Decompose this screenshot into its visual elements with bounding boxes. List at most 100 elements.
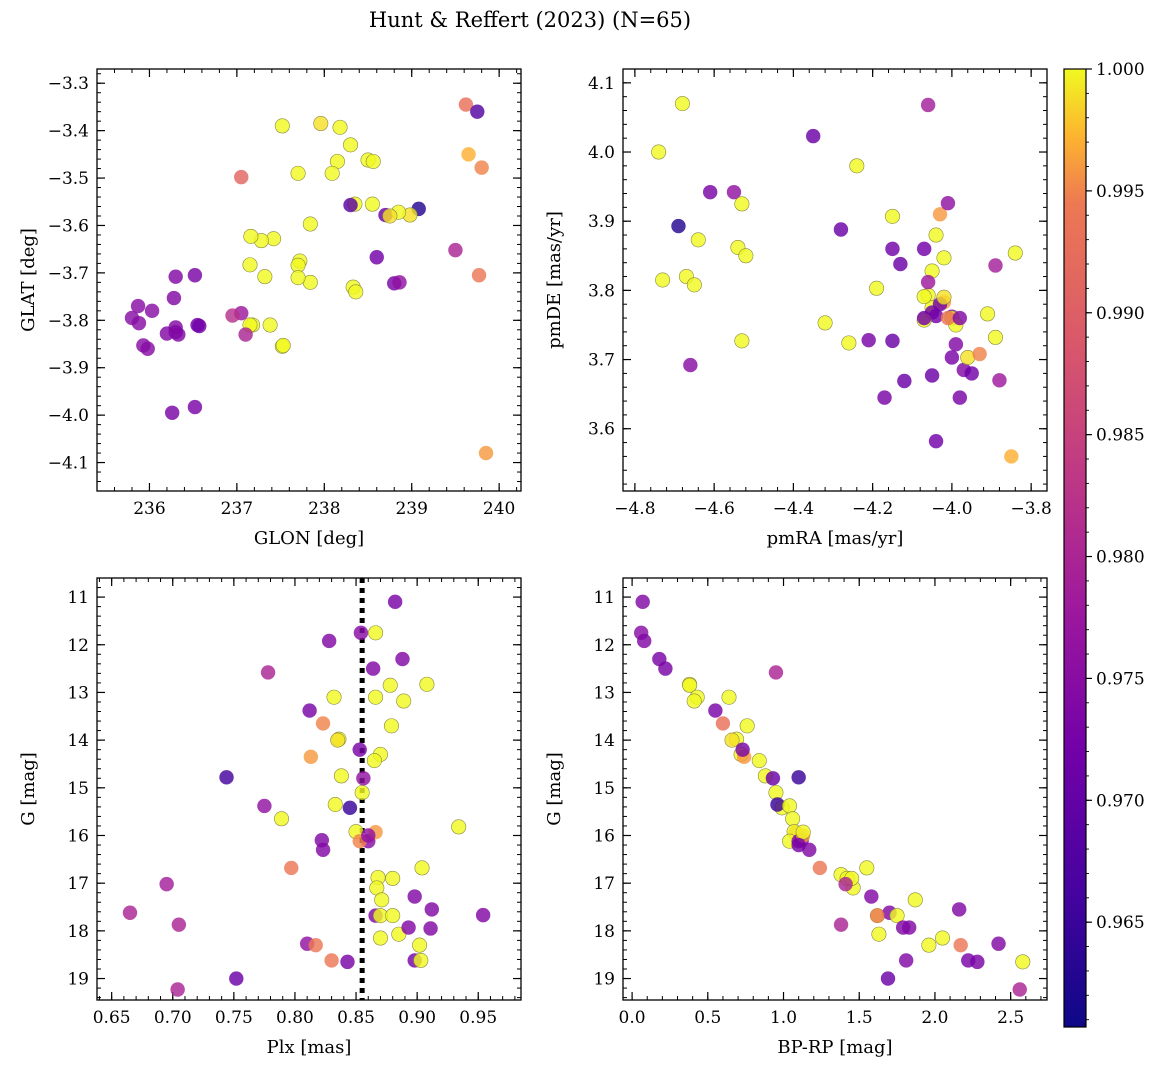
plot-frame	[96, 577, 522, 1001]
scatter-point	[342, 800, 358, 816]
scatter-point	[419, 676, 435, 692]
scatter-point	[238, 327, 253, 342]
scatter-point	[356, 771, 371, 786]
y-tick-label: 19	[593, 970, 615, 990]
x-tick-label: 0.75	[215, 1008, 253, 1028]
scatter-point	[392, 275, 407, 290]
scatter-point	[637, 633, 652, 649]
y-tick-label: 4.0	[588, 143, 615, 163]
scatter-point	[907, 892, 923, 908]
scatter-point	[953, 937, 968, 953]
x-tick-label: 0.85	[337, 1008, 375, 1028]
scatter-point	[734, 333, 750, 349]
scatter-point	[686, 693, 702, 709]
scatter-point	[791, 770, 806, 785]
x-tick-label: 2.5	[997, 1008, 1024, 1028]
scatter-point	[765, 771, 781, 786]
scatter-point	[327, 796, 343, 812]
scatter-points	[651, 96, 1023, 464]
scatter-point	[885, 241, 900, 257]
scatter-point	[164, 405, 180, 420]
scatter-point	[920, 274, 936, 290]
scatter-point	[838, 876, 853, 892]
y-tick-label: 18	[593, 922, 615, 942]
scatter-point	[192, 318, 207, 334]
scatter-point	[330, 732, 346, 748]
scatter-point	[817, 315, 833, 331]
y-axis-label: G [mag]	[544, 752, 565, 825]
y-tick-label: 11	[67, 588, 89, 608]
scatter-point	[274, 811, 290, 827]
y-tick-label: 15	[593, 779, 615, 799]
scatter-point	[303, 749, 319, 765]
scatter-point	[168, 324, 183, 340]
scatter-point	[243, 228, 259, 244]
x-axis-label: GLON [deg]	[254, 528, 364, 549]
scatter-point	[928, 308, 944, 324]
scatter-point	[902, 920, 917, 935]
scatter-points	[633, 594, 1031, 997]
scatter-point	[726, 184, 742, 200]
y-tick-label: 13	[593, 683, 615, 703]
colorbar-tick-label: 1.000	[1096, 60, 1145, 80]
scatter-point	[257, 269, 273, 285]
colorbar-tick-label: 0.990	[1096, 304, 1145, 324]
scatter-point	[234, 169, 249, 185]
x-tick-label: 0.65	[93, 1008, 131, 1028]
scatter-point	[884, 208, 900, 224]
scatter-point	[474, 160, 489, 175]
scatter-point	[952, 390, 968, 405]
scatter-point	[260, 665, 276, 680]
scatter-point	[170, 982, 185, 997]
y-axis-label: G [mag]	[18, 752, 39, 825]
y-tick-label: 14	[593, 731, 615, 751]
colorbar-tick-label: 0.965	[1096, 913, 1145, 933]
scatter-point	[702, 184, 718, 200]
y-tick-label: 14	[67, 731, 89, 751]
scatter-point	[1004, 449, 1019, 464]
scatter-point	[257, 798, 272, 814]
scatter-point	[871, 926, 887, 942]
scatter-point	[262, 317, 278, 333]
scatter-point	[369, 250, 384, 265]
scatter-point	[812, 860, 828, 876]
x-tick-label: 0.70	[154, 1008, 192, 1028]
scatter-point	[940, 196, 956, 211]
y-tick-label: 15	[67, 779, 89, 799]
scatter-point	[897, 373, 912, 389]
scatter-point	[724, 732, 740, 748]
scatter-point	[364, 196, 380, 212]
scatter-point	[964, 366, 979, 381]
scatter-point	[869, 280, 885, 296]
scatter-point	[739, 718, 755, 734]
y-axis-label: pmDE [mas/yr]	[544, 211, 565, 349]
scatter-point	[935, 930, 951, 946]
x-tick-label: 0.5	[694, 1008, 721, 1028]
scatter-point	[690, 232, 706, 248]
scatter-point	[352, 742, 367, 757]
scatter-point	[302, 216, 318, 232]
y-tick-label: −3.4	[48, 122, 89, 142]
colorbar-tick-label: 0.975	[1096, 669, 1145, 689]
scatter-point	[385, 908, 401, 924]
scatter-point	[806, 128, 821, 144]
scatter-point	[171, 917, 187, 932]
scatter-point	[313, 116, 329, 132]
scatter-point	[274, 118, 290, 134]
y-tick-label: 12	[593, 636, 615, 656]
scatter-point	[936, 289, 952, 305]
scatter-point	[770, 797, 785, 812]
x-tick-label: 236	[133, 499, 165, 519]
scatter-point	[315, 716, 331, 731]
panel-plx-g: 0.65 0.70 0.75 0.80 0.85 0.90 0.95 11 12 13 14 15 16…	[18, 577, 522, 1058]
y-tick-label: 16	[67, 826, 89, 846]
y-tick-label: 3.8	[588, 281, 615, 301]
scatter-point	[302, 703, 317, 718]
scatter-point	[225, 308, 240, 323]
y-tick-label: 3.6	[588, 420, 615, 440]
scatter-point	[471, 268, 487, 283]
scatter-point	[932, 207, 948, 222]
y-tick-label: −3.9	[48, 359, 89, 379]
x-axis-label: pmRA [mas/yr]	[767, 528, 904, 549]
